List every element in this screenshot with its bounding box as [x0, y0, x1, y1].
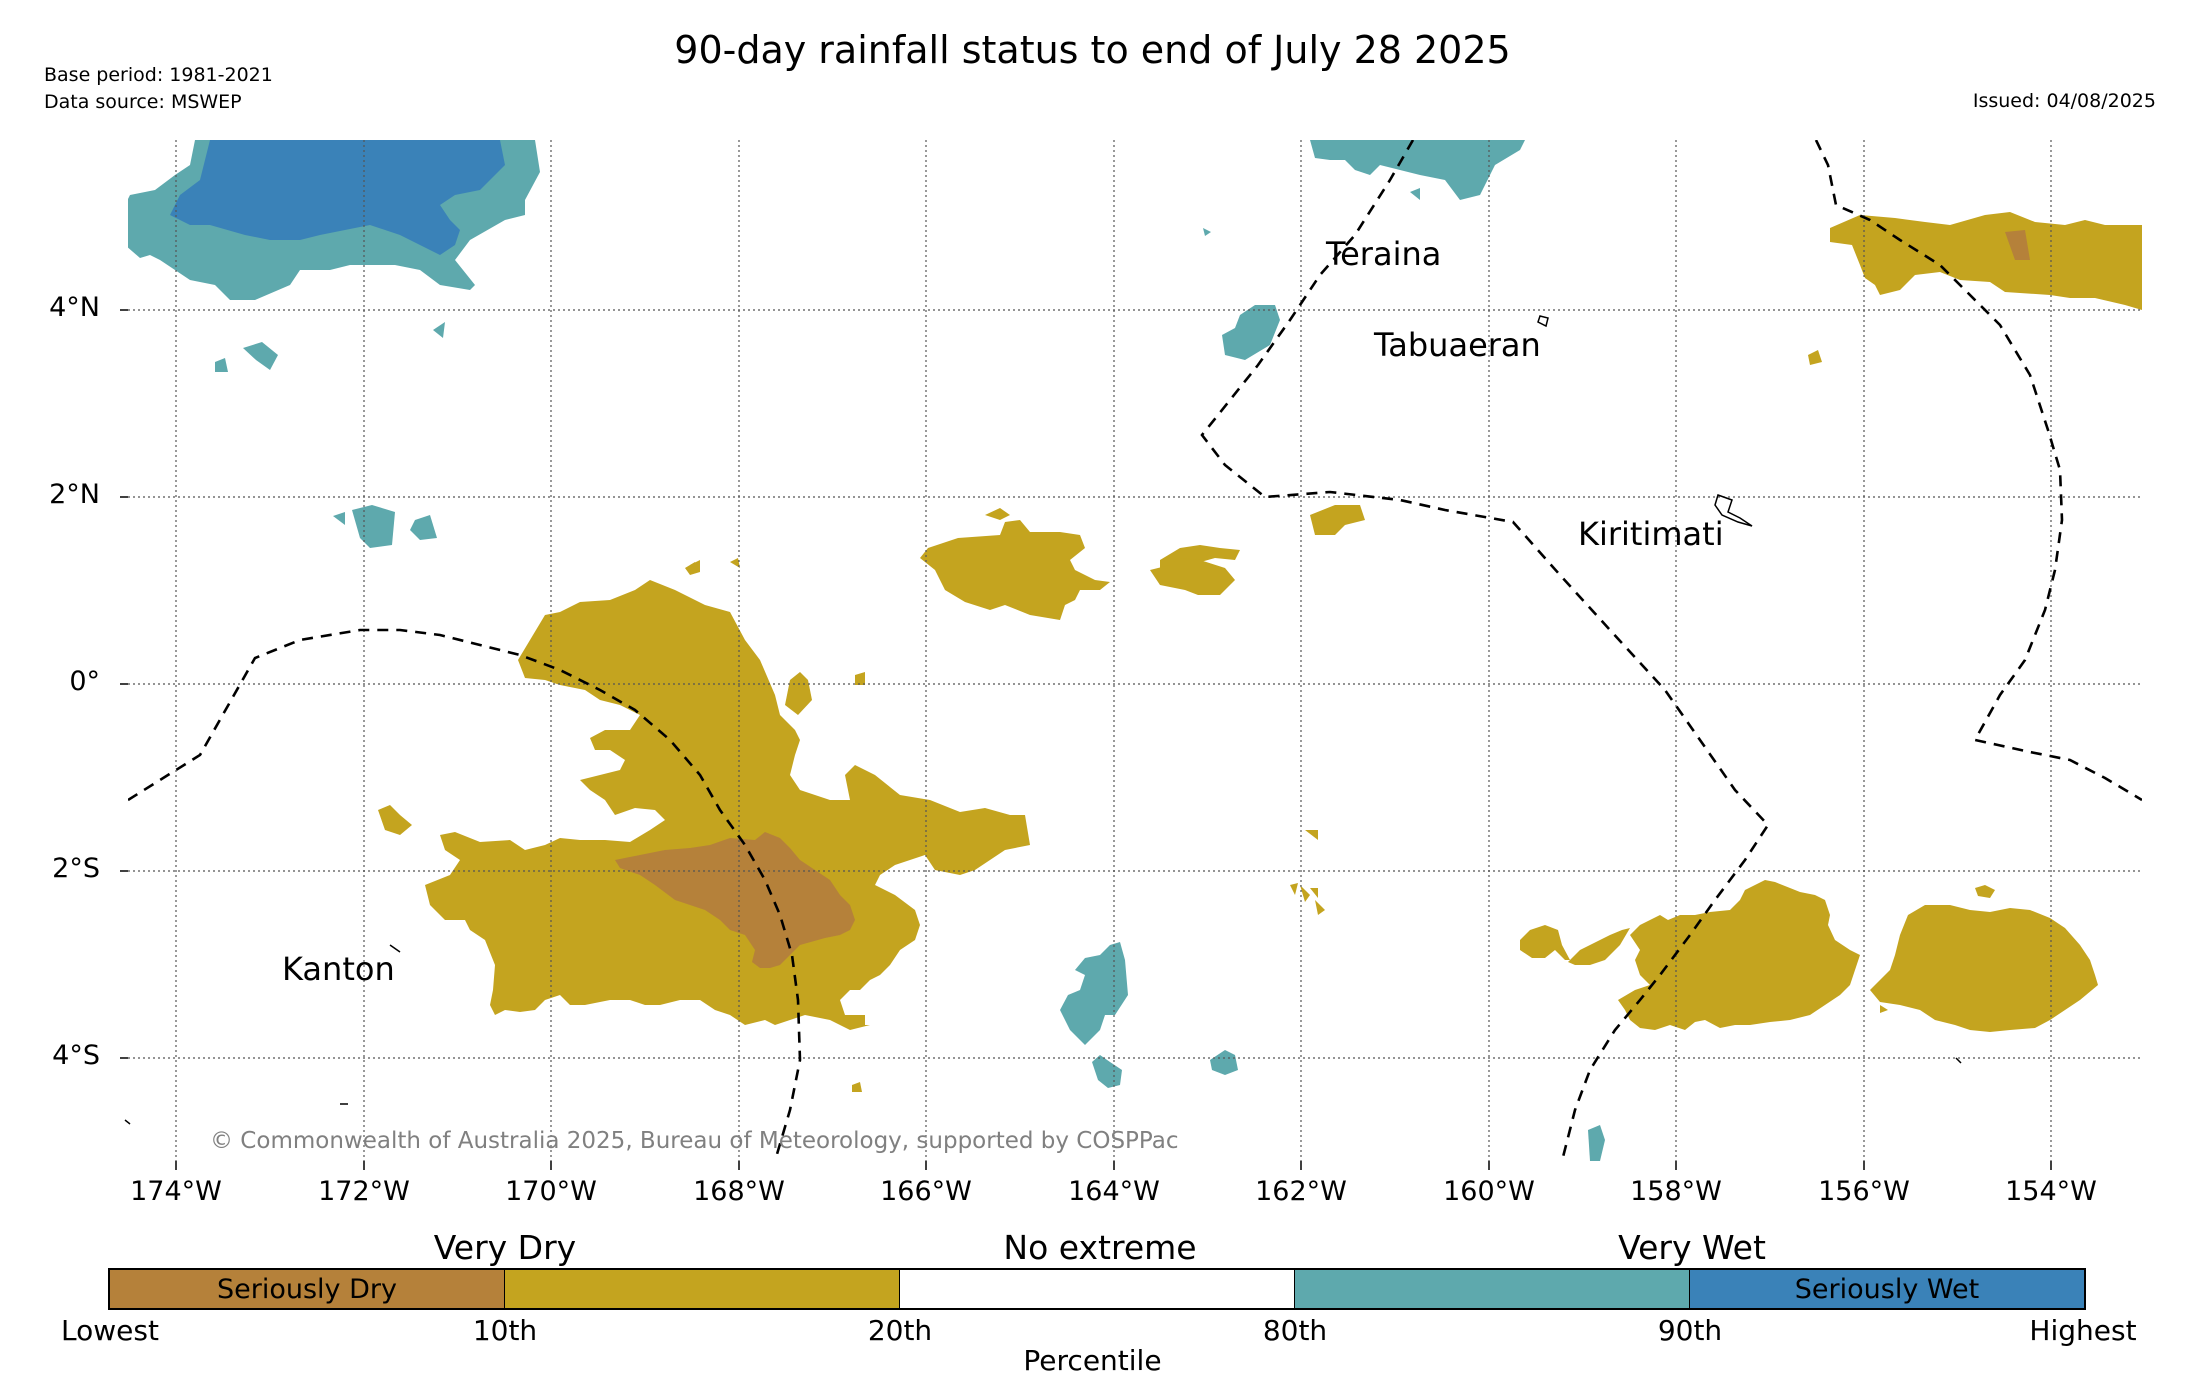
- very-dry-region: [1975, 885, 1995, 898]
- legend-tick-10th: 10th: [472, 1314, 538, 1347]
- lon-label-158w: 158°W: [1630, 1176, 1722, 1207]
- legend-segment-very-wet: [1294, 1270, 1689, 1308]
- lon-label-164w: 164°W: [1068, 1176, 1160, 1207]
- very-dry-region: [985, 508, 1010, 520]
- data-source-text: Data source: MSWEP: [44, 91, 242, 113]
- lon-label-170w: 170°W: [505, 1176, 597, 1207]
- very-wet-region: [1203, 228, 1211, 236]
- islet-mark: [1955, 1057, 1962, 1064]
- lat-label-4n: 4°N: [49, 292, 100, 323]
- legend-tick-highest: Highest: [2029, 1314, 2137, 1347]
- very-dry-region: [1300, 885, 1310, 902]
- islet-mark: [124, 1119, 131, 1125]
- legend-axis-label: Percentile: [1023, 1344, 1162, 1377]
- very-dry-region: [730, 558, 740, 568]
- very-wet-region: [352, 505, 395, 548]
- very-dry-region: [1310, 888, 1318, 898]
- lon-label-160w: 160°W: [1443, 1176, 1535, 1207]
- very-dry-region: [1808, 350, 1822, 365]
- very-dry-region: [1290, 883, 1298, 895]
- very-dry-region: [855, 672, 865, 685]
- legend-segment-seriously-wet: Seriously Wet: [1689, 1270, 2084, 1308]
- legend-category-very-wet: Very Wet: [1618, 1228, 1766, 1267]
- very-dry-region: [1520, 925, 1570, 960]
- lat-label-2s: 2°S: [52, 853, 100, 884]
- legend-category-very-dry: Very Dry: [433, 1228, 577, 1267]
- kiritimati-outline: [1714, 494, 1753, 527]
- seriously-dry-region: [2005, 230, 2030, 260]
- lon-label-172w: 172°W: [318, 1176, 410, 1207]
- very-wet-region: [215, 358, 228, 372]
- very-dry-region: [785, 672, 812, 715]
- very-dry-region: [425, 580, 1030, 1030]
- axis-ticks: [120, 309, 2052, 1170]
- legend-segment-very-dry: [504, 1270, 899, 1308]
- lon-label-156w: 156°W: [1818, 1176, 1910, 1207]
- issued-date: Issued: 04/08/2025: [1972, 90, 2156, 112]
- eez-boundary-line-east: [1814, 140, 2142, 802]
- very-wet-region: [243, 342, 278, 370]
- lon-label-162w: 162°W: [1255, 1176, 1347, 1207]
- lon-label-174w: 174°W: [130, 1176, 222, 1207]
- lon-label-168w: 168°W: [693, 1176, 785, 1207]
- place-label-tabuaeran: Tabuaeran: [1374, 326, 1541, 364]
- legend-segment-no-extreme: [899, 1270, 1294, 1308]
- lon-label-166w: 166°W: [880, 1176, 972, 1207]
- very-wet-region: [1222, 305, 1280, 360]
- place-label-kanton: Kanton: [282, 950, 395, 988]
- legend-tick-lowest: Lowest: [61, 1314, 159, 1347]
- very-wet-region: [1092, 1055, 1122, 1088]
- legend-tick-90th: 90th: [1657, 1314, 1723, 1347]
- lat-label-2n: 2°N: [49, 479, 100, 510]
- legend-category-no-extreme: No extreme: [1003, 1228, 1197, 1267]
- place-label-kiritimati: Kiritimati: [1578, 515, 1724, 553]
- very-dry-region: [690, 560, 700, 572]
- very-wet-region: [1410, 188, 1420, 200]
- very-wet-region: [1310, 140, 1525, 200]
- very-wet-region: [410, 515, 437, 540]
- eez-boundary-line-west: [1200, 140, 1770, 1161]
- legend-colorbar: Seriously Dry Seriously Wet: [108, 1268, 2086, 1310]
- very-dry-region: [1880, 1005, 1888, 1013]
- very-dry-region: [1150, 558, 1235, 595]
- seriously-wet-region: [170, 140, 505, 255]
- legend-tick-80th: 80th: [1262, 1314, 1328, 1347]
- legend-tick-20th: 20th: [867, 1314, 933, 1347]
- very-dry-region: [378, 805, 412, 835]
- very-dry-region: [1160, 545, 1240, 580]
- lat-label-0: 0°: [69, 666, 100, 697]
- graticule: [128, 140, 2142, 1161]
- place-label-teraina: Teraina: [1326, 235, 1442, 273]
- tabuaeran-outline: [1537, 315, 1549, 328]
- very-dry-region: [920, 520, 1110, 620]
- map-title: 90-day rainfall status to end of July 28…: [674, 28, 1511, 72]
- lat-label-4s: 4°S: [52, 1040, 100, 1071]
- very-dry-region: [1618, 880, 1860, 1030]
- seriously-dry-region: [615, 832, 855, 968]
- very-dry-region: [1870, 905, 2098, 1032]
- lon-label-154w: 154°W: [2005, 1176, 2097, 1207]
- island-outlines: [124, 315, 1962, 1125]
- very-wet-region: [1060, 942, 1128, 1045]
- legend-segment-seriously-dry: Seriously Dry: [110, 1270, 504, 1308]
- very-dry-region: [1830, 212, 2142, 310]
- very-wet-region: [1210, 1050, 1238, 1075]
- copyright-notice: © Commonwealth of Australia 2025, Bureau…: [210, 1128, 1179, 1154]
- very-dry-region: [1305, 830, 1318, 840]
- very-dry-region: [852, 1082, 862, 1092]
- very-dry-region: [1315, 900, 1325, 915]
- very-wet-region: [433, 322, 445, 338]
- very-wet-region: [1588, 1125, 1605, 1161]
- base-period-text: Base period: 1981-2021: [44, 64, 273, 86]
- very-wet-region: [333, 512, 345, 525]
- kanton-mark: [389, 944, 401, 953]
- very-dry-region: [1310, 505, 1365, 535]
- eez-boundary-phoenix: [128, 628, 802, 1161]
- map-metadata: Base period: 1981-2021 Data source: MSWE…: [44, 62, 273, 116]
- very-dry-region: [1568, 928, 1630, 965]
